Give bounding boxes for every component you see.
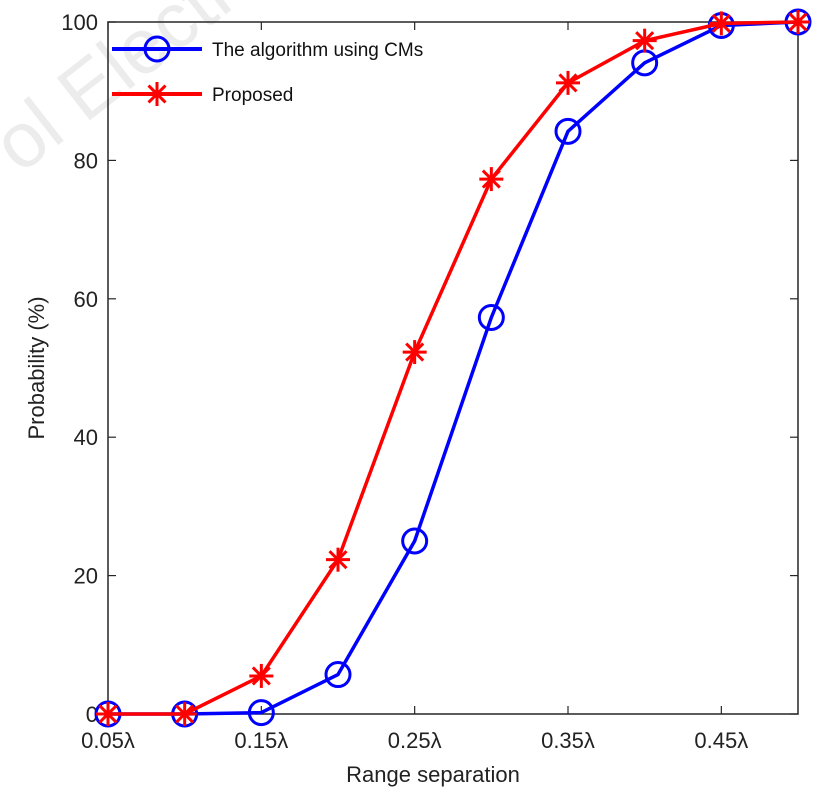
x-tick-label: 0.15λ (234, 728, 288, 753)
data-point (326, 547, 350, 572)
x-axis: 0.05λ 0.15λ 0.25λ 0.35λ 0.45λ (81, 22, 748, 753)
data-point (786, 10, 810, 34)
data-point (477, 303, 505, 331)
series-line (108, 20, 799, 716)
data-point (401, 527, 429, 555)
x-axis-label: Range separation (346, 762, 520, 787)
plot-area (107, 21, 799, 715)
legend-label: The algorithm using CMs (212, 40, 423, 61)
data-point (96, 702, 120, 726)
y-tick-label: 100 (61, 10, 98, 35)
data-point (632, 28, 657, 53)
y-axis: 0 20 40 60 80 100 (61, 10, 798, 727)
data-point (479, 167, 504, 192)
data-point (709, 11, 734, 36)
legend-marker (145, 82, 169, 106)
series-line (108, 20, 799, 716)
data-point (402, 340, 427, 365)
y-tick-label: 40 (74, 425, 98, 450)
data-point (554, 117, 582, 145)
legend-label: Proposed (212, 85, 293, 106)
series-proposed (96, 10, 810, 726)
legend-item: Proposed (112, 82, 293, 106)
data-point (172, 702, 197, 726)
x-tick-label: 0.05λ (81, 728, 135, 753)
series-cms (94, 8, 812, 728)
legend-marker (143, 35, 171, 63)
x-tick-label: 0.45λ (694, 728, 748, 753)
y-tick-label: 20 (74, 564, 98, 589)
data-point (324, 661, 352, 689)
y-tick-label: 80 (74, 148, 98, 173)
y-axis-label: Probability (%) (24, 296, 49, 439)
x-tick-label: 0.25λ (388, 728, 442, 753)
y-tick-label: 0 (86, 702, 98, 727)
legend-item: The algorithm using CMs (112, 35, 423, 63)
y-tick-label: 60 (74, 287, 98, 312)
data-point (247, 699, 275, 727)
legend: The algorithm using CMs Proposed (112, 35, 423, 106)
series-layer (94, 8, 812, 728)
data-point (556, 70, 580, 95)
x-tick-label: 0.35λ (541, 728, 595, 753)
data-point (249, 663, 274, 688)
